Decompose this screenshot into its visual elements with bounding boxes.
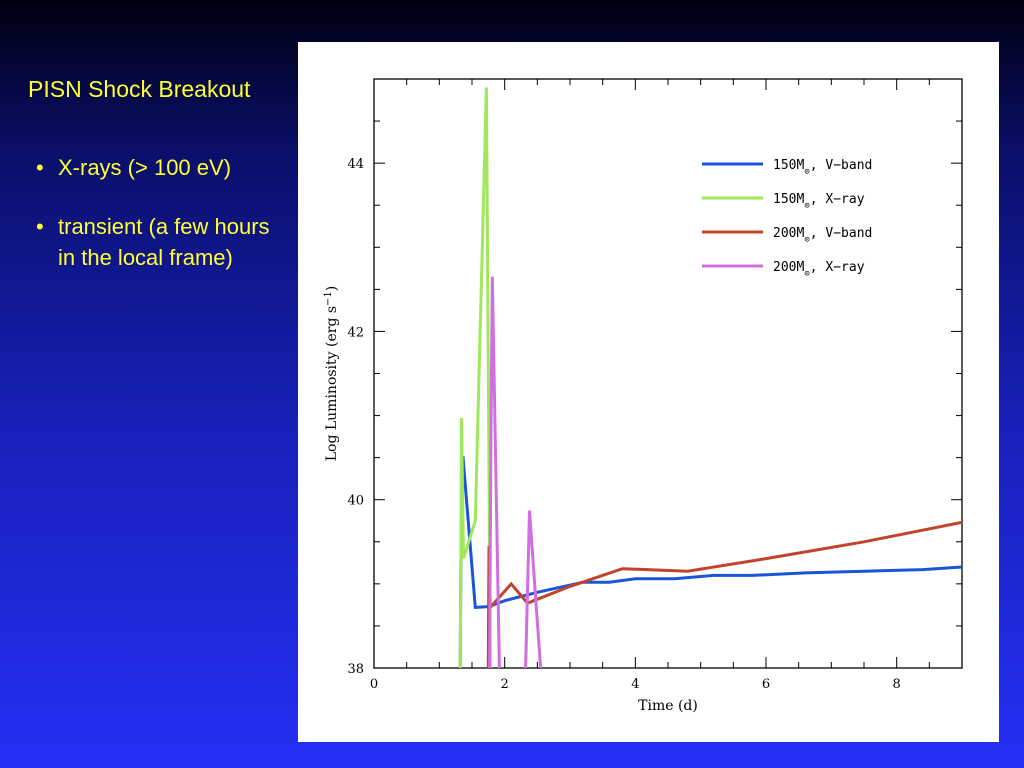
- slide-title: PISN Shock Breakout: [28, 76, 251, 102]
- bullet-text: X-rays (> 100 eV): [58, 155, 232, 180]
- y-tick-label: 40: [347, 494, 364, 509]
- x-tick-label: 4: [631, 677, 639, 692]
- x-tick-label: 6: [762, 677, 770, 692]
- legend-label: 200M⊙, X−ray: [773, 260, 865, 279]
- bullet-list: • X-rays (> 100 eV) • transient (a few h…: [36, 152, 286, 301]
- bullet-text: transient (a few hours in the local fram…: [58, 214, 270, 270]
- y-tick-label: 44: [347, 157, 364, 172]
- bullet-item: • transient (a few hours in the local fr…: [36, 211, 286, 273]
- bullet-dot: •: [36, 155, 44, 180]
- plot-panel: 0 2 4 6 8 38 40 42 44 Time (d) Log Luminosity (erg…: [298, 42, 999, 742]
- x-tick-label: 0: [370, 677, 378, 692]
- legend-label: 150M⊙, V−band: [773, 158, 872, 177]
- series-line-3: [486, 520, 962, 668]
- x-axis-label: Time (d): [638, 698, 698, 714]
- bullet-dot: •: [36, 214, 44, 239]
- x-tick-label: 8: [893, 677, 901, 692]
- y-tick-label: 42: [347, 325, 364, 340]
- legend-label: 200M⊙, V−band: [773, 226, 872, 245]
- luminosity-chart: 0 2 4 6 8 38 40 42 44 Time (d) Log Luminosity (erg…: [323, 78, 963, 714]
- y-axis-label: Log Luminosity (erg s−1): [323, 286, 341, 462]
- x-tick-label: 2: [501, 677, 509, 692]
- series-line-1: [458, 455, 962, 668]
- series-line-4: [488, 276, 543, 668]
- y-tick-label: 38: [347, 662, 364, 677]
- bullet-item: • X-rays (> 100 eV): [36, 152, 286, 183]
- legend-label: 150M⊙, X−ray: [773, 192, 865, 211]
- series-line-2: [458, 87, 492, 668]
